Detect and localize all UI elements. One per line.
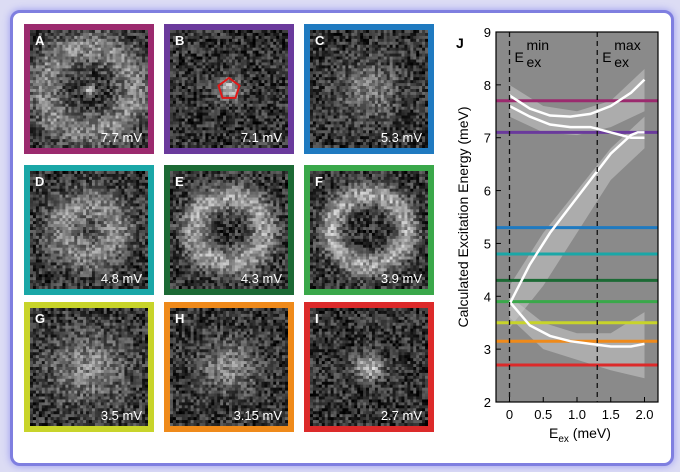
stm-panel-a: A 7.7 mV — [24, 24, 154, 154]
x-tick-label: 0.5 — [534, 407, 552, 422]
stm-image — [30, 308, 148, 426]
stm-image — [170, 30, 288, 148]
stm-panel-e: E 4.3 mV — [164, 165, 294, 295]
panel-label: D — [35, 174, 45, 189]
bias-voltage-label: 7.7 mV — [100, 130, 142, 145]
panel-label-j: J — [456, 35, 464, 51]
stm-panel-h: H 3.15 mV — [164, 302, 294, 432]
y-tick-label: 4 — [484, 289, 491, 304]
excitation-energy-chart: 2 3 4 5 6 7 8 9 0 0.5 1.0 1.5 2.0 J Calculated Excitat… — [455, 25, 659, 445]
stm-image — [310, 308, 428, 426]
bias-voltage-label: 3.5 mV — [100, 408, 142, 423]
panel-label: I — [315, 311, 319, 326]
x-tick-label: 1.5 — [602, 407, 620, 422]
stm-panel-d: D 4.8 mV — [24, 165, 154, 295]
uncertainty-band — [509, 69, 645, 136]
annotation-sub: ex — [614, 54, 629, 70]
y-axis-label: Calculated Excitation Energy (meV) — [455, 107, 471, 328]
y-tick-label: 5 — [484, 236, 491, 251]
stm-image — [30, 171, 148, 289]
stm-panel-b: B 7.1 mV — [164, 24, 294, 154]
calculated-curve — [508, 300, 645, 348]
x-tick-label: 1.0 — [568, 407, 586, 422]
stm-panel-f: F 3.9 mV — [304, 165, 434, 295]
x-tick-label: 0 — [506, 407, 513, 422]
x-tick-label: 2.0 — [635, 407, 653, 422]
uncertainty-band — [509, 116, 645, 328]
y-tick-label: 3 — [484, 342, 491, 357]
annotation-sup: min — [527, 37, 550, 53]
y-tick-label: 7 — [484, 131, 491, 146]
panel-label: H — [175, 311, 185, 326]
annotation-sub: ex — [527, 54, 542, 70]
stm-image — [170, 308, 288, 426]
stm-image — [30, 30, 148, 148]
bias-voltage-label: 4.3 mV — [240, 271, 282, 286]
panel-label: A — [35, 33, 45, 48]
stm-image — [310, 171, 428, 289]
stm-image — [170, 171, 288, 289]
panel-label: F — [315, 174, 323, 189]
bias-voltage-label: 3.15 mV — [233, 408, 282, 423]
y-tick-label: 2 — [484, 395, 491, 410]
panel-label: E — [175, 174, 184, 189]
pentagon-outline — [217, 76, 241, 99]
bias-voltage-label: 7.1 mV — [240, 130, 282, 145]
bias-voltage-label: 2.7 mV — [380, 408, 422, 423]
y-tick-label: 6 — [484, 184, 491, 199]
panel-label: C — [315, 33, 325, 48]
stm-image — [310, 30, 428, 148]
x-axis-label: Eex (meV) — [549, 425, 611, 445]
chart-panel-j: 2 3 4 5 6 7 8 9 0 0.5 1.0 1.5 2.0 J Calculated Excitat… — [434, 18, 670, 453]
uncertainty-band — [509, 296, 645, 379]
annotation-main: E — [602, 49, 611, 65]
annotation-main: E — [515, 49, 524, 65]
stm-panel-g: G 3.5 mV — [24, 302, 154, 432]
y-tick-label: 8 — [484, 78, 491, 93]
calculated-curve — [508, 78, 646, 118]
panel-label: B — [175, 33, 185, 48]
panel-label: G — [35, 311, 46, 326]
bias-voltage-label: 3.9 mV — [380, 271, 422, 286]
y-tick-label: 9 — [484, 25, 491, 40]
stm-panel-c: C 5.3 mV — [304, 24, 434, 154]
calculated-curve — [508, 131, 645, 305]
bias-voltage-label: 4.8 mV — [100, 271, 142, 286]
annotation-sup: max — [614, 37, 640, 53]
stm-panel-i: I 2.7 mV — [304, 302, 434, 432]
bias-voltage-label: 5.3 mV — [380, 130, 422, 145]
